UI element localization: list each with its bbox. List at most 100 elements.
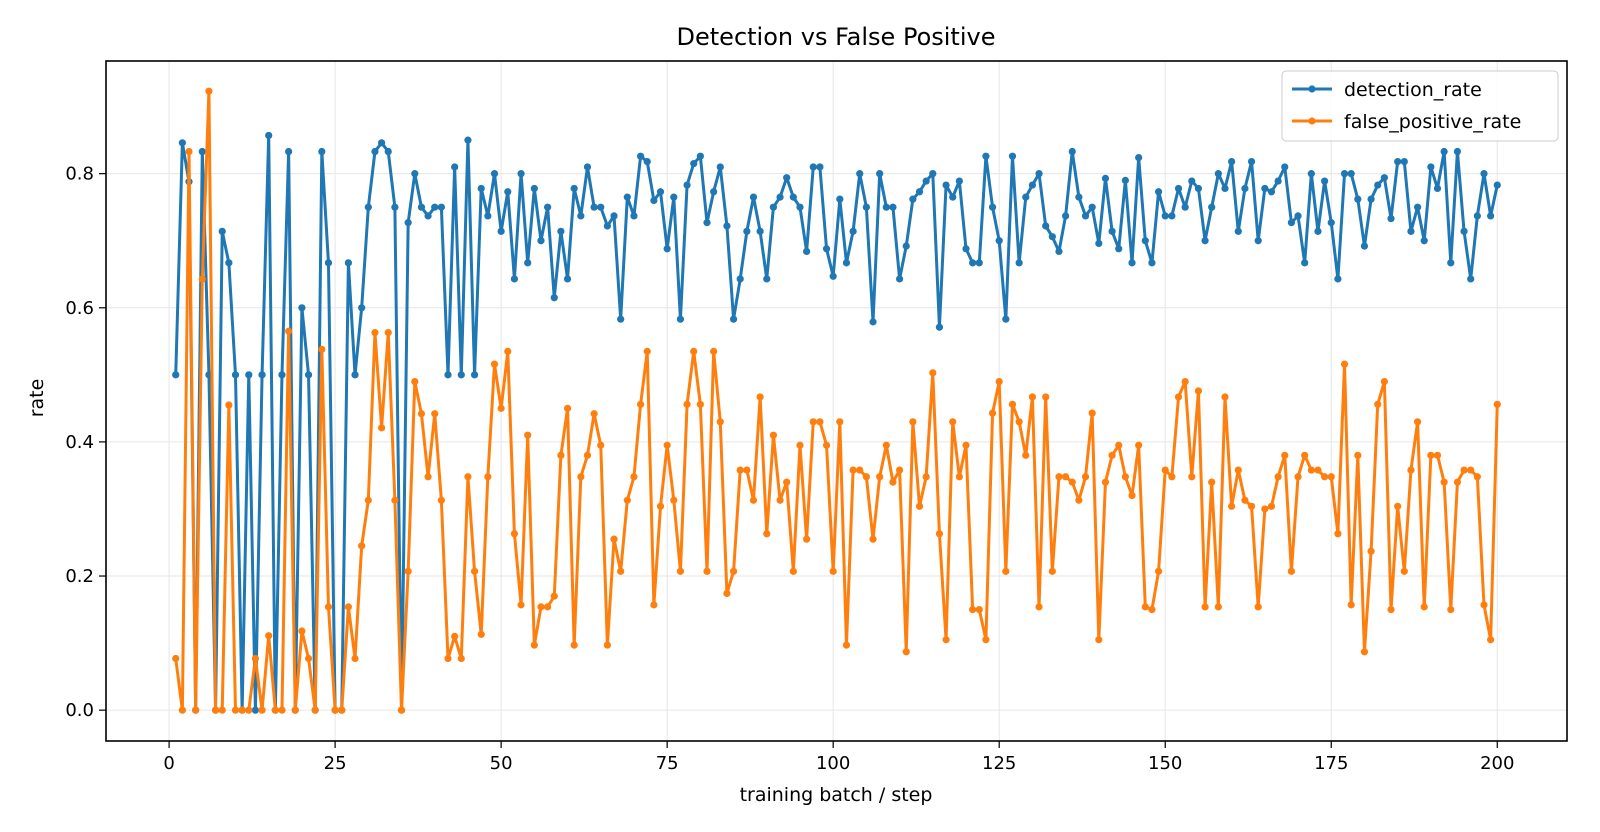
data-point — [789, 567, 797, 575]
data-point — [935, 530, 944, 538]
series-line — [174, 89, 1499, 712]
data-point — [895, 466, 904, 474]
data-point — [304, 371, 313, 379]
data-point — [982, 636, 990, 644]
data-point — [756, 227, 764, 235]
data-point — [836, 195, 844, 203]
data-point — [1380, 377, 1388, 386]
data-point — [749, 193, 758, 201]
data-point — [457, 371, 465, 379]
data-point — [544, 603, 552, 611]
data-point — [1088, 409, 1096, 417]
data-point — [1247, 502, 1256, 510]
data-point — [1261, 505, 1269, 513]
data-point — [603, 222, 611, 230]
data-point — [311, 706, 319, 714]
data-point — [975, 259, 983, 267]
data-point — [909, 195, 917, 203]
data-point — [265, 632, 273, 640]
data-point — [783, 174, 791, 182]
data-point — [876, 170, 884, 178]
data-point — [988, 203, 997, 211]
data-point — [218, 227, 226, 235]
data-point — [1241, 496, 1249, 504]
data-point — [743, 466, 751, 474]
data-point — [344, 259, 352, 267]
x-tick-label: 75 — [656, 753, 679, 774]
x-tick-label: 25 — [324, 753, 347, 774]
x-tick-label: 100 — [816, 753, 850, 774]
data-point — [935, 323, 944, 331]
data-point — [1035, 603, 1043, 611]
data-point — [1201, 603, 1209, 611]
data-point — [550, 294, 558, 302]
data-point — [909, 418, 917, 426]
data-point — [1374, 181, 1382, 189]
data-point — [982, 152, 990, 160]
data-point — [1062, 212, 1070, 220]
data-point — [358, 542, 366, 550]
data-point — [404, 567, 412, 575]
data-point — [816, 418, 824, 426]
data-point — [364, 496, 372, 504]
data-point — [457, 654, 465, 663]
data-point — [404, 219, 412, 227]
data-point — [623, 496, 631, 504]
data-point — [218, 706, 226, 714]
data-point — [477, 184, 485, 193]
data-point — [1327, 473, 1335, 481]
data-point — [258, 371, 266, 379]
data-point — [1055, 473, 1063, 481]
data-point — [723, 222, 731, 230]
data-point — [729, 315, 738, 323]
data-point — [484, 212, 492, 220]
y-tick-label: 0.4 — [65, 432, 94, 453]
series-false_positive_rate — [172, 87, 1501, 714]
data-point — [324, 259, 333, 267]
data-point — [789, 193, 797, 201]
data-point — [1487, 636, 1495, 644]
data-point — [524, 259, 532, 267]
data-point — [1453, 478, 1462, 486]
data-point — [683, 400, 691, 408]
data-point — [1221, 184, 1229, 193]
data-point — [1467, 275, 1475, 283]
data-point — [1327, 219, 1335, 227]
data-point — [451, 632, 459, 640]
data-point — [384, 329, 392, 337]
data-point — [1101, 174, 1110, 182]
data-point — [464, 136, 472, 144]
data-point — [285, 327, 293, 335]
data-point — [710, 347, 718, 355]
data-point — [1301, 451, 1309, 459]
data-point — [198, 275, 206, 283]
data-point — [172, 371, 180, 379]
data-point — [603, 641, 611, 649]
data-point — [942, 636, 950, 644]
data-point — [929, 170, 937, 178]
data-point — [1413, 418, 1422, 426]
data-point — [258, 706, 266, 714]
data-point — [643, 157, 651, 166]
data-point — [1128, 491, 1136, 500]
data-point — [451, 163, 459, 171]
data-point — [417, 410, 426, 418]
data-point — [630, 473, 638, 481]
data-point — [1400, 567, 1408, 575]
data-point — [676, 567, 685, 575]
data-point — [743, 227, 751, 235]
data-point — [1394, 157, 1402, 166]
data-point — [1048, 233, 1056, 241]
data-point — [391, 496, 399, 504]
data-point — [630, 212, 638, 220]
data-point — [1108, 227, 1116, 235]
data-point — [969, 259, 977, 267]
data-point — [1174, 393, 1183, 401]
data-point — [490, 170, 499, 178]
data-point — [1433, 184, 1442, 193]
data-point — [1433, 451, 1442, 459]
data-point — [1321, 177, 1329, 185]
data-point — [411, 377, 419, 386]
data-point — [537, 237, 545, 245]
data-point — [198, 147, 206, 156]
